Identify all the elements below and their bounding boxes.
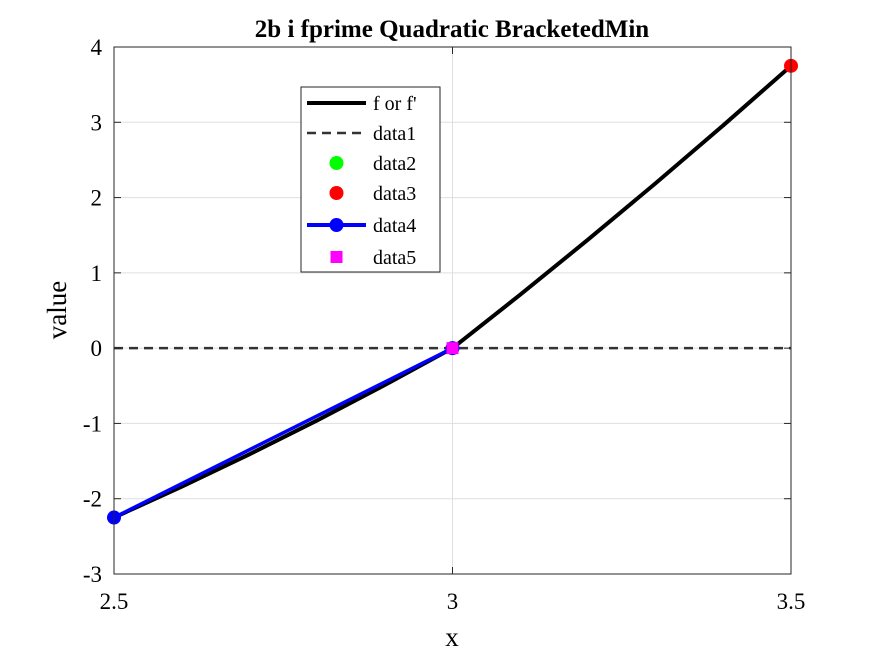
- data4-line: [113, 346, 454, 520]
- y-tick-label: -3: [83, 562, 102, 587]
- y-tick-label: 2: [91, 186, 103, 211]
- legend-label: f or f': [373, 93, 417, 115]
- legend-box: [300, 86, 441, 273]
- legend-items: f or f' data1 data2 data3 data4 data5: [307, 93, 417, 269]
- y-tick-label: 4: [91, 35, 103, 60]
- y-tick-label: 0: [91, 336, 103, 361]
- legend-swatch-marker: [329, 218, 344, 232]
- legend-swatch-marker: [329, 186, 344, 200]
- legend-swatch-marker: [330, 251, 343, 263]
- y-tick-label: 3: [91, 110, 103, 135]
- legend-label: data1: [373, 123, 416, 145]
- x-tick-label: 2.5: [100, 589, 129, 614]
- x-axis-label: x: [445, 622, 459, 652]
- legend: f or f' data1 data2 data3 data4 data5: [300, 86, 441, 273]
- x-tick-label: 3.5: [777, 589, 806, 614]
- y-tick-label: -2: [83, 487, 102, 512]
- legend-label: data3: [373, 183, 416, 205]
- legend-label: data5: [373, 247, 416, 269]
- x-tick-label: 3: [447, 589, 459, 614]
- data5-marker: [446, 342, 459, 355]
- legend-label: data4: [373, 215, 416, 237]
- ticks: 2.5 3 3.5 -3 -2 -1 0 1 2 3 4: [83, 35, 806, 614]
- y-tick-label: 1: [91, 261, 103, 286]
- y-tick-label: -1: [83, 411, 102, 436]
- chart-title: 2b i fprime Quadratic BracketedMin: [255, 16, 649, 43]
- y-axis-label: value: [42, 281, 72, 339]
- legend-swatch-marker: [329, 156, 344, 170]
- series-layer: [107, 58, 798, 525]
- legend-label: data2: [373, 153, 416, 175]
